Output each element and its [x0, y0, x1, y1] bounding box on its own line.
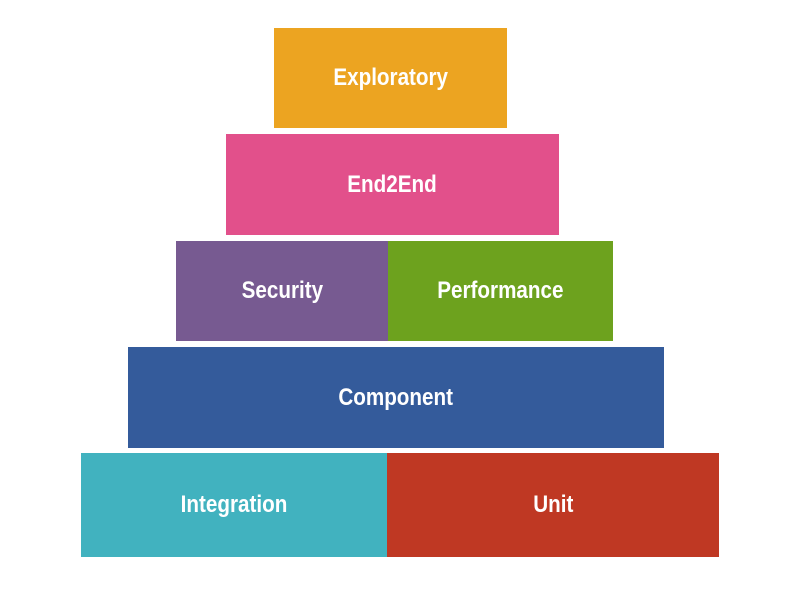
end2end-block: End2End [226, 134, 559, 235]
component-label: Component [338, 383, 454, 411]
component-block: Component [128, 347, 664, 448]
exploratory-block: Exploratory [274, 28, 507, 128]
unit-label: Unit [532, 491, 574, 518]
end2end-label: End2End [347, 170, 438, 198]
security-block: Security [176, 241, 388, 341]
performance-block: Performance [388, 241, 613, 341]
exploratory-label: Exploratory [333, 64, 448, 91]
integration-label: Integration [180, 491, 288, 518]
performance-label: Performance [437, 277, 564, 304]
integration-block: Integration [81, 453, 387, 557]
unit-block: Unit [387, 453, 719, 557]
security-label: Security [241, 277, 323, 304]
